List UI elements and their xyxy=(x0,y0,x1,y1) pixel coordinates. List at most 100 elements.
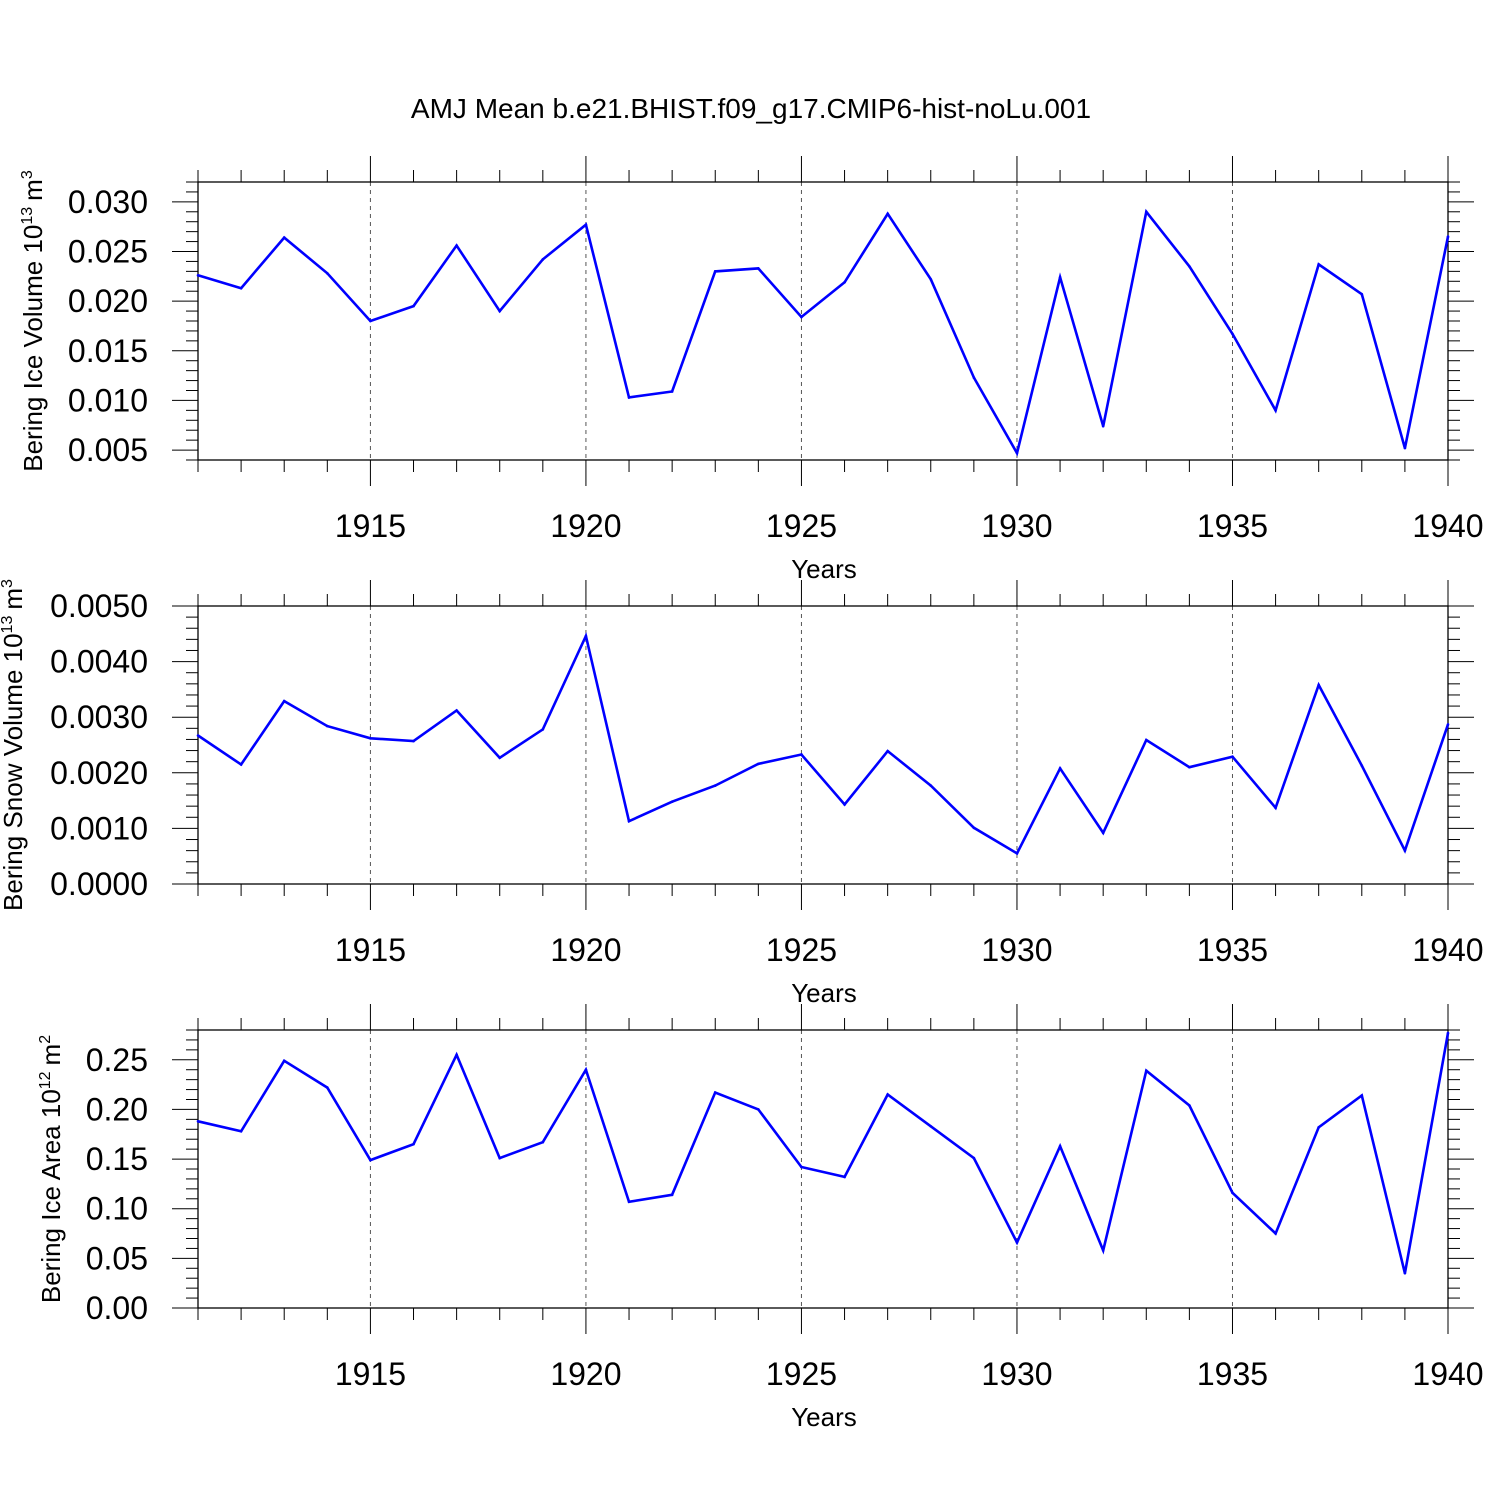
x-tick-label: 1915 xyxy=(335,508,406,544)
x-axis-label: Years xyxy=(791,554,857,584)
data-point xyxy=(1317,263,1320,266)
data-point xyxy=(1058,767,1062,770)
data-point xyxy=(713,784,717,787)
y-tick-label: 0.020 xyxy=(68,283,148,319)
data-point xyxy=(369,319,372,323)
data-point xyxy=(670,1193,674,1197)
data-point xyxy=(412,1142,415,1146)
plot-frame xyxy=(197,605,1449,885)
data-point xyxy=(282,1059,286,1063)
data-point xyxy=(1101,1249,1105,1252)
x-tick-label: 1940 xyxy=(1412,1356,1483,1392)
data-point xyxy=(1015,451,1019,455)
data-point xyxy=(800,315,803,319)
data-point xyxy=(886,212,889,216)
y-tick-label: 0.0020 xyxy=(50,755,148,791)
y-tick-label: 0.15 xyxy=(86,1141,148,1177)
data-point xyxy=(498,1156,502,1160)
x-tick-label: 1925 xyxy=(766,932,837,968)
y-axis-label: Bering Ice Volume 1013m3 xyxy=(18,170,48,472)
y-tick-label: 0.0030 xyxy=(50,699,148,735)
x-tick-label: 1940 xyxy=(1412,508,1483,544)
data-point xyxy=(584,634,588,638)
data-point xyxy=(1144,738,1148,742)
data-point xyxy=(1446,1031,1450,1035)
y-tick-label: 0.0000 xyxy=(50,866,148,902)
data-point xyxy=(929,1125,933,1128)
data-point xyxy=(1144,210,1148,214)
data-point xyxy=(800,1165,803,1169)
data-point xyxy=(627,1200,631,1204)
y-tick-label: 0.20 xyxy=(86,1091,148,1127)
data-point xyxy=(455,709,458,712)
data-point xyxy=(1317,1126,1320,1129)
y-tick-label: 0.010 xyxy=(68,382,148,418)
data-point xyxy=(584,223,588,226)
data-point xyxy=(369,1158,372,1162)
x-tick-label: 1920 xyxy=(550,932,621,968)
x-tick-label: 1925 xyxy=(766,508,837,544)
x-axis-label: Years xyxy=(791,1402,857,1432)
plot-frame xyxy=(197,1029,1449,1309)
y-tick-label: 0.030 xyxy=(68,184,148,220)
x-tick-label: 1935 xyxy=(1197,1356,1268,1392)
x-tick-label: 1930 xyxy=(981,508,1052,544)
y-tick-label: 0.0040 xyxy=(50,644,148,680)
data-point xyxy=(972,1156,976,1160)
data-point xyxy=(1446,235,1450,238)
data-point xyxy=(412,739,415,743)
data-point xyxy=(1446,723,1450,726)
data-point xyxy=(196,274,200,277)
y-tick-label: 0.0050 xyxy=(50,588,148,624)
data-point xyxy=(541,1140,545,1144)
data-point xyxy=(541,728,545,731)
y-tick-label: 0.10 xyxy=(86,1191,148,1227)
data-point xyxy=(1188,1104,1191,1107)
data-point xyxy=(1231,755,1234,758)
data-point xyxy=(412,304,415,308)
data-point xyxy=(196,1120,200,1123)
data-point xyxy=(713,1091,717,1094)
y-tick-label: 0.00 xyxy=(86,1290,148,1326)
x-tick-label: 1930 xyxy=(981,932,1052,968)
data-point xyxy=(282,236,286,239)
data-point xyxy=(1360,764,1364,767)
x-tick-label: 1920 xyxy=(550,1356,621,1392)
data-point xyxy=(1101,831,1105,835)
y-axis-label: Bering Snow Volume 1013m3 xyxy=(0,579,28,911)
x-tick-label: 1925 xyxy=(766,1356,837,1392)
data-point xyxy=(1274,1232,1277,1235)
data-point xyxy=(1144,1069,1148,1073)
x-tick-label: 1915 xyxy=(335,1356,406,1392)
x-axis-label: Years xyxy=(791,978,857,1008)
series-line-ice-area xyxy=(197,1032,1450,1274)
series-line-snow-volume xyxy=(197,632,1450,856)
plot-frame xyxy=(197,181,1449,461)
data-point xyxy=(196,734,200,737)
data-point xyxy=(326,1086,329,1089)
data-point xyxy=(929,784,933,787)
data-point xyxy=(800,753,803,756)
data-point xyxy=(541,258,545,261)
data-point xyxy=(326,724,329,728)
y-tick-label: 0.015 xyxy=(68,333,148,369)
data-point xyxy=(1360,292,1364,296)
data-point xyxy=(1188,265,1191,268)
data-point xyxy=(1101,424,1105,428)
data-point xyxy=(627,819,631,823)
data-point xyxy=(972,376,976,379)
x-tick-label: 1920 xyxy=(550,508,621,544)
data-point xyxy=(455,244,458,247)
y-tick-label: 0.25 xyxy=(86,1042,148,1078)
chart-title: AMJ Mean b.e21.BHIST.f09_g17.CMIP6-hist-… xyxy=(411,93,1091,124)
data-point xyxy=(972,826,976,830)
data-point xyxy=(929,278,933,281)
data-point xyxy=(239,286,243,290)
y-tick-label: 0.0010 xyxy=(50,810,148,846)
data-point xyxy=(1058,1144,1062,1148)
data-point xyxy=(713,270,717,273)
data-point xyxy=(670,390,674,393)
y-tick-label: 0.05 xyxy=(86,1240,148,1276)
data-point xyxy=(239,1129,243,1133)
